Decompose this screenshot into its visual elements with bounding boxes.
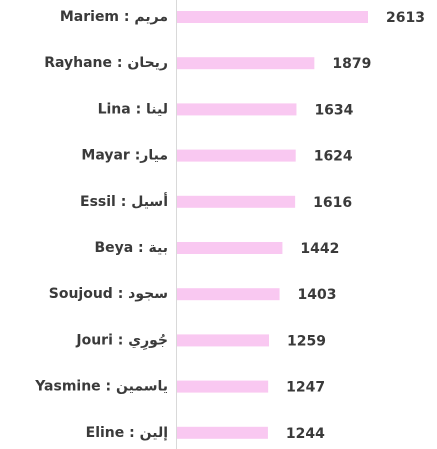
bar (177, 334, 270, 347)
value-label: 1879 (332, 56, 371, 72)
bar (177, 11, 368, 23)
category-label: Soujoud : سجود (49, 286, 168, 302)
category-label: Lina : لينا (98, 101, 168, 117)
value-label: 1403 (298, 287, 337, 303)
value-label: 1634 (314, 102, 353, 118)
category-label: Mariem : مريم (60, 9, 168, 25)
value-label: 1247 (286, 380, 325, 396)
bar (177, 380, 269, 393)
bar (177, 195, 296, 208)
value-label: 1616 (313, 195, 352, 211)
bar (177, 149, 296, 162)
category-label: Mayar :ميار (81, 148, 168, 164)
bar (177, 288, 280, 301)
category-label: Eline : إلين (86, 425, 168, 441)
bar (177, 103, 297, 116)
value-label: 1624 (314, 149, 353, 165)
value-label: 1442 (300, 241, 339, 257)
category-label: Rayhane : ريحان (44, 55, 168, 71)
value-label: 2613 (386, 10, 425, 26)
category-label: Essil : أسيل (80, 192, 168, 210)
value-label: 1244 (286, 426, 325, 442)
bar (177, 426, 268, 439)
category-label: Jouri : جُورِي (75, 332, 168, 350)
category-label: Beya : بية (94, 240, 168, 256)
bar (177, 242, 283, 254)
bar (177, 57, 315, 70)
category-label: Yasmine : ياسمين (34, 379, 168, 395)
value-label: 1259 (287, 333, 326, 349)
